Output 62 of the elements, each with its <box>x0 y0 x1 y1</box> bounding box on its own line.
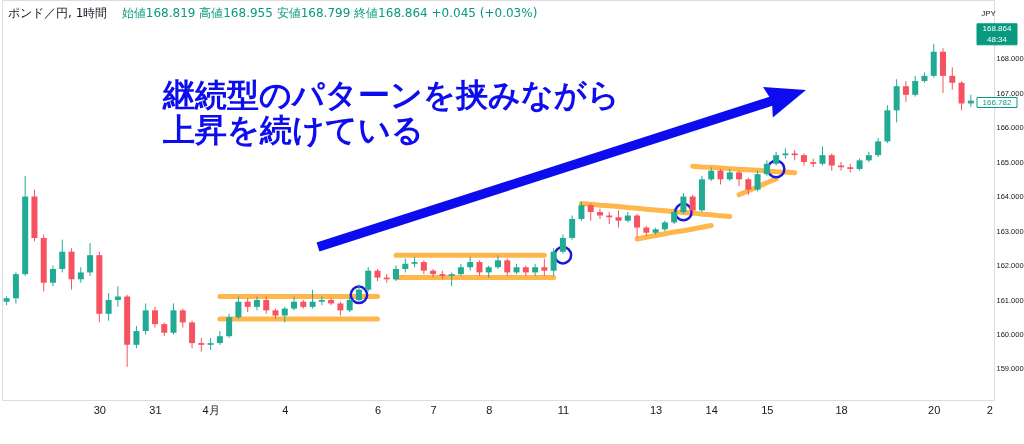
candlestick <box>958 80 965 111</box>
x-tick-label: 15 <box>761 403 774 416</box>
candlestick <box>189 320 196 349</box>
candlestick <box>142 302 149 335</box>
x-tick-label: 11 <box>557 403 570 416</box>
candlestick <box>782 147 789 160</box>
y-axis-title: JPY <box>981 8 997 18</box>
candlestick <box>559 233 566 254</box>
candlestick <box>179 308 186 329</box>
annotation: 上昇を続けている <box>162 111 424 149</box>
point <box>553 245 573 265</box>
candlestick <box>355 283 362 303</box>
annotation: 168.864 48:34 <box>982 23 1013 44</box>
x-tick-label: 14 <box>705 403 718 416</box>
x-tick-label: 13 <box>649 403 663 416</box>
text: 始値168.819 高値168.955 安値168.799 終値168.864 +0.045 (+0.03%) <box>121 6 538 20</box>
candlestick <box>365 266 372 292</box>
candlestick <box>902 80 909 103</box>
annotation: 継続型のパターンを挟みながら <box>162 76 620 114</box>
candlestick <box>875 137 882 158</box>
candlestick <box>532 263 539 277</box>
candlestick <box>754 170 761 192</box>
candlestick <box>912 75 919 98</box>
x-tick-label: 6 <box>374 403 382 416</box>
candlestick <box>736 170 743 187</box>
candlestick <box>569 215 576 241</box>
x-tick-label: 2 <box>986 403 993 416</box>
candlestick <box>133 325 140 349</box>
candlestick <box>59 239 66 273</box>
candlestick <box>105 292 112 322</box>
candlestick <box>634 213 641 239</box>
candlestick <box>689 194 696 217</box>
x-tick-label: 30 <box>93 403 106 416</box>
x-tick-label: 20 <box>928 403 941 416</box>
point <box>673 202 693 222</box>
candlestick <box>819 146 826 167</box>
candlestick <box>680 192 687 215</box>
candlestick <box>216 330 223 346</box>
x-tick-label: 7 <box>430 403 437 416</box>
candlestick <box>596 208 603 220</box>
point <box>349 285 369 305</box>
candlestick <box>800 152 807 167</box>
annotation: 166.782 <box>982 97 1013 107</box>
candlestick <box>226 313 233 339</box>
x-tick-label: 8 <box>486 403 493 416</box>
candlestick <box>235 296 242 320</box>
candlestick <box>550 247 557 277</box>
x-tick-label: 4 <box>282 403 289 416</box>
candlestick <box>151 306 158 329</box>
x-tick-label: 4月 <box>202 403 220 416</box>
candlestick <box>318 296 325 306</box>
text: ポンド／円, 1時間 <box>8 6 108 20</box>
candlestick <box>87 242 94 277</box>
x-tick-label: 31 <box>149 403 162 416</box>
x-tick-label: 18 <box>835 403 848 416</box>
candlestick <box>309 289 316 310</box>
candlestick <box>49 265 56 287</box>
candlestick <box>170 302 177 335</box>
candlestick <box>578 201 585 222</box>
point <box>766 159 786 179</box>
candlestick <box>495 254 501 270</box>
candlestick <box>949 66 956 91</box>
